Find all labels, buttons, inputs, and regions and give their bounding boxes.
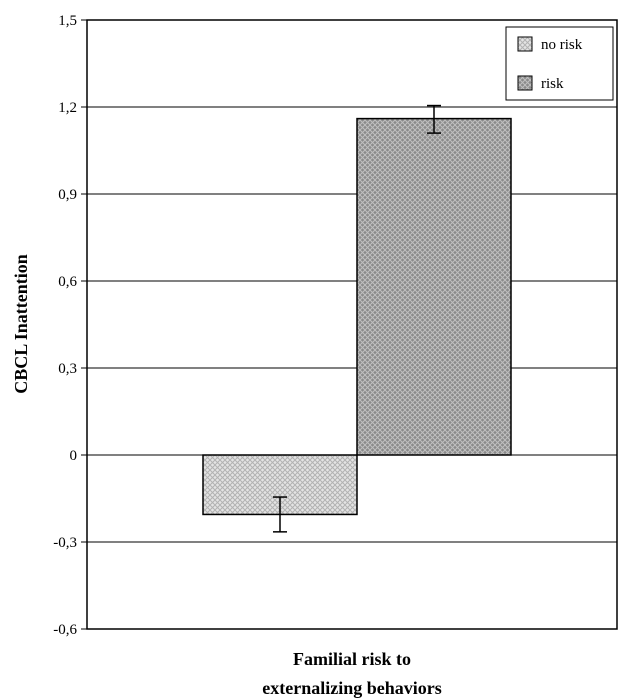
y-tick-label: -0,6	[53, 622, 77, 638]
bars	[202, 117, 512, 516]
bar-risk	[356, 117, 512, 456]
y-tick-label: 1,5	[58, 13, 77, 29]
error-bars	[273, 104, 441, 533]
error-bar-no-risk	[273, 496, 287, 533]
error-bar-risk	[427, 104, 441, 134]
y-tick-label: 0	[70, 448, 78, 464]
legend: no risk risk	[505, 26, 614, 101]
y-tick-label: 0,3	[58, 361, 77, 377]
y-tick-label: 0,9	[58, 187, 77, 203]
y-axis-title: CBCL Inattention	[11, 254, 31, 394]
y-tick-label: 0,6	[58, 274, 77, 290]
legend-label-risk: risk	[541, 76, 564, 92]
legend-swatch-no-risk	[517, 36, 533, 52]
x-axis-title-line-2: externalizing behaviors	[262, 678, 441, 698]
y-tick-labels: 1,5 1,2 0,9 0,6 0,3 0 -0,3 -0,6	[53, 13, 87, 638]
legend-swatch-risk	[517, 75, 533, 91]
legend-label-no-risk: no risk	[541, 37, 583, 53]
y-tick-label: 1,2	[58, 100, 77, 116]
x-axis-title-line-1: Familial risk to	[293, 649, 411, 669]
gridlines	[87, 19, 617, 630]
plot-area-frame	[86, 19, 618, 630]
y-tick-label: -0,3	[53, 535, 77, 551]
